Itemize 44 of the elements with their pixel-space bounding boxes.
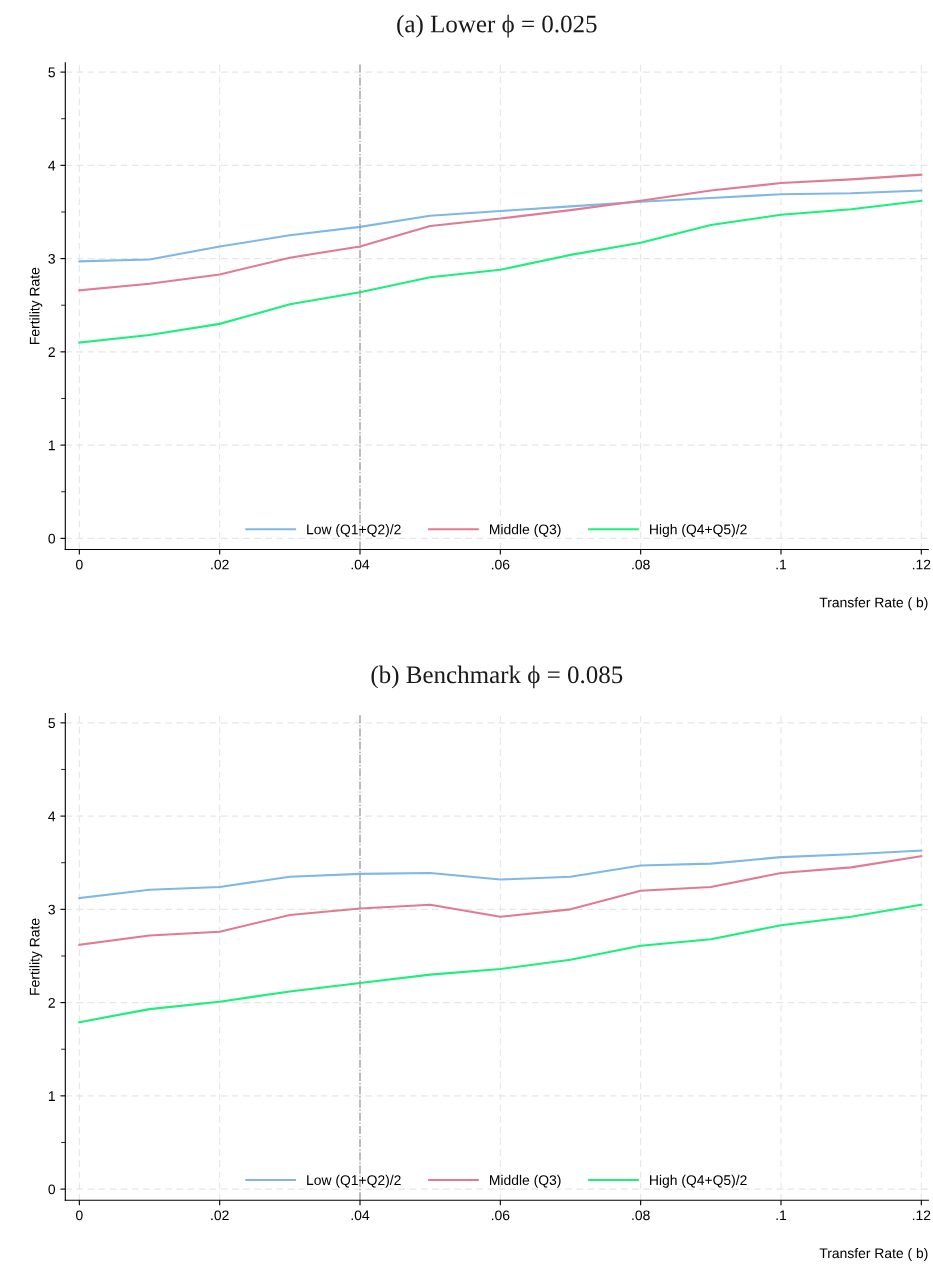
x-tick-label: .08 <box>632 1210 650 1221</box>
y-tick-label: 5 <box>48 67 56 78</box>
legend-label: Middle (Q3) <box>490 524 561 538</box>
x-tick-label: .04 <box>351 1210 370 1221</box>
y-tick-label: 1 <box>48 440 55 451</box>
x-tick-label: .06 <box>491 1210 510 1221</box>
x-tick-label: .12 <box>912 559 931 570</box>
y-tick-label: 4 <box>48 811 56 822</box>
line-series <box>78 189 923 263</box>
x-tick-label: .02 <box>211 559 229 570</box>
y-tick-label: 2 <box>48 347 55 357</box>
chart-title: (b) Benchmark ϕ = 0.085 <box>371 665 623 689</box>
legend-label: Low (Q1+Q2)/2 <box>307 1174 401 1188</box>
legend-label: Middle (Q3) <box>490 1174 561 1188</box>
x-tick-label: .04 <box>351 559 370 570</box>
x-tick-label: .06 <box>491 559 510 570</box>
line-series <box>78 849 923 900</box>
y-tick-label: 0 <box>48 533 56 544</box>
x-tick-label: .12 <box>912 1210 931 1221</box>
x-tick-label: 0 <box>76 1210 83 1221</box>
y-tick-label: 5 <box>48 718 56 729</box>
x-tick-label: .1 <box>776 1210 787 1221</box>
line-series <box>78 173 923 292</box>
y-tick-label: 3 <box>48 904 55 915</box>
line-series <box>78 199 923 344</box>
y-tick-label: 1 <box>48 1091 55 1101</box>
y-tick-label: 2 <box>48 997 55 1008</box>
x-tick-label: .02 <box>211 1210 229 1221</box>
x-tick-label: .08 <box>632 559 650 570</box>
legend-label: High (Q4+Q5)/2 <box>650 1174 747 1188</box>
chart-title: (a) Lower ϕ = 0.025 <box>397 14 597 38</box>
y-axis-title: Fertility Rate <box>29 918 43 995</box>
legend-label: High (Q4+Q5)/2 <box>650 524 747 538</box>
x-axis-title: Transfer Rate ( b) <box>819 1247 928 1261</box>
x-tick-label: 0 <box>76 559 83 570</box>
x-tick-label: .1 <box>776 559 787 570</box>
y-tick-label: 3 <box>48 253 55 264</box>
y-tick-label: 4 <box>48 160 56 171</box>
y-axis-title: Fertility Rate <box>29 267 43 344</box>
line-series <box>78 903 923 1024</box>
x-axis-title: Transfer Rate ( b) <box>819 597 928 611</box>
line-series <box>78 855 923 946</box>
y-tick-label: 0 <box>48 1184 56 1195</box>
legend-label: Low (Q1+Q2)/2 <box>307 524 401 538</box>
